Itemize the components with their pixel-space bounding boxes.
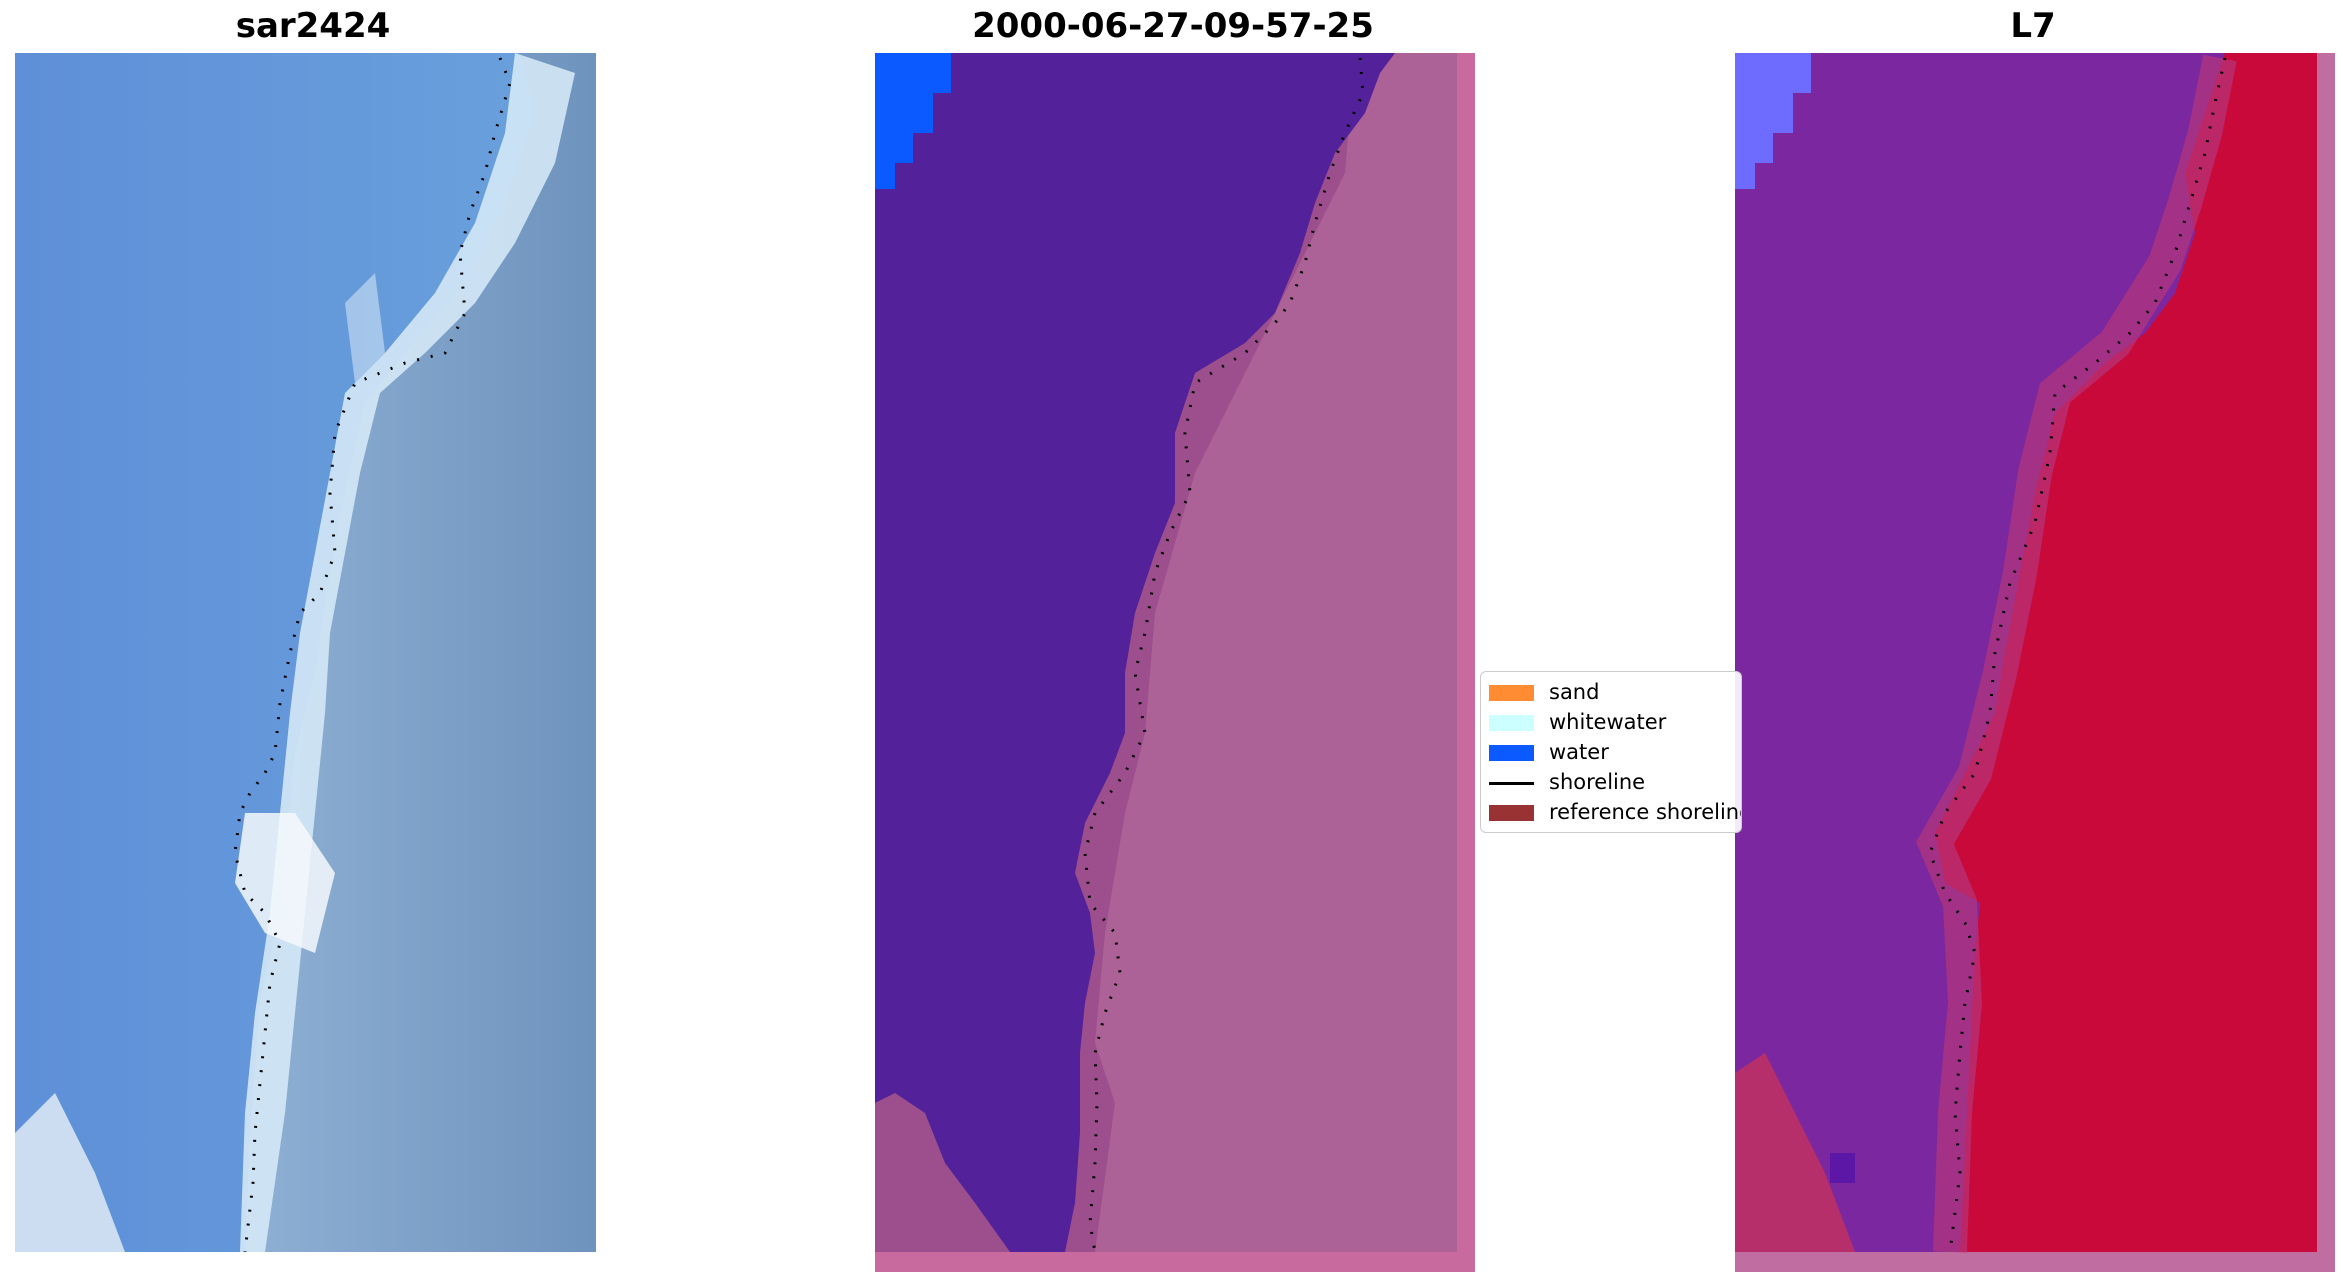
shoreline-line-swatch — [1489, 782, 1534, 785]
panel-title-classified: 2000-06-27-09-57-25 — [972, 6, 1374, 46]
legend-item-shoreline: shoreline — [1481, 768, 1741, 798]
index-image — [1735, 53, 2335, 1272]
water-swatch — [1489, 745, 1534, 761]
classified-image-panel — [875, 53, 1475, 1272]
panel-title-rgb: sar2424 — [235, 6, 391, 46]
legend-label-shoreline: shoreline — [1549, 770, 1646, 794]
legend-item-reference-shoreline: reference shoreline — [1481, 798, 1741, 828]
legend-label-water: water — [1549, 740, 1609, 764]
legend-label-whitewater: whitewater — [1549, 710, 1667, 734]
legend-item-water: water — [1481, 738, 1741, 768]
whitewater-swatch — [1489, 715, 1534, 731]
panel-title-index: L7 — [2010, 6, 2056, 46]
reference-shoreline-swatch — [1489, 805, 1534, 821]
legend-label-reference-shoreline: reference shoreline — [1549, 800, 1742, 824]
legend-item-sand: sand — [1481, 678, 1741, 708]
rgb-image-panel — [15, 53, 596, 1252]
legend-label-sand: sand — [1549, 680, 1600, 704]
legend: sand whitewater water shoreline referenc… — [1480, 671, 1742, 833]
classified-image — [875, 53, 1475, 1272]
index-image-panel — [1735, 53, 2335, 1272]
rgb-image — [15, 53, 596, 1252]
legend-item-whitewater: whitewater — [1481, 708, 1741, 738]
sand-swatch — [1489, 685, 1534, 701]
